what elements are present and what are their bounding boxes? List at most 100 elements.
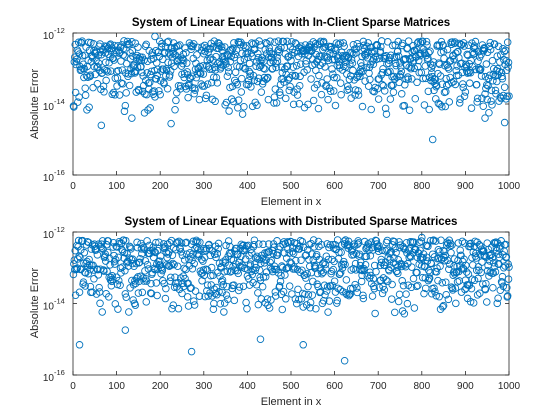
- data-point: [152, 238, 160, 247]
- data-point: [178, 289, 186, 298]
- data-point: [289, 63, 297, 71]
- data-point: [503, 66, 511, 74]
- data-point: [159, 65, 167, 73]
- data-point: [472, 249, 480, 258]
- data-point: [504, 63, 512, 71]
- data-point: [75, 93, 83, 101]
- data-point: [122, 59, 131, 68]
- data-point: [274, 37, 283, 45]
- data-point: [89, 261, 97, 270]
- data-point: [201, 94, 210, 103]
- data-point: [454, 239, 463, 247]
- data-point: [121, 101, 130, 110]
- data-point: [156, 90, 164, 99]
- data-point: [161, 294, 170, 303]
- x-tick-label: 900: [457, 181, 474, 192]
- data-point: [279, 37, 288, 46]
- data-point: [275, 45, 283, 54]
- data-point: [369, 274, 378, 283]
- data-point: [157, 42, 166, 51]
- y-tick-label: 10: [43, 230, 55, 241]
- data-point: [410, 238, 418, 246]
- data-point: [296, 236, 305, 245]
- x-axis-label: Element in x: [261, 196, 322, 208]
- data-point: [214, 239, 223, 248]
- data-point: [315, 71, 323, 80]
- y-tick-exponent: -12: [54, 225, 65, 234]
- data-point: [222, 291, 231, 299]
- y-tick-exponent: -16: [54, 168, 65, 177]
- data-point: [241, 44, 250, 52]
- data-point: [435, 59, 443, 67]
- data-point: [213, 249, 222, 258]
- data-point: [182, 238, 191, 247]
- data-point: [301, 290, 309, 299]
- data-point: [373, 41, 382, 50]
- data-point: [492, 243, 501, 252]
- data-point: [142, 277, 151, 285]
- data-point: [72, 60, 80, 69]
- data-point: [436, 262, 444, 270]
- data-point: [444, 295, 453, 304]
- data-point: [199, 70, 208, 78]
- data-point: [98, 308, 106, 316]
- data-point: [411, 95, 420, 103]
- data-point: [362, 252, 371, 261]
- data-point: [129, 296, 137, 304]
- data-point: [230, 53, 239, 62]
- data-point: [420, 101, 429, 109]
- x-tick-label: 200: [152, 381, 169, 392]
- data-point: [144, 106, 152, 114]
- data-point: [274, 269, 283, 277]
- data-point: [439, 301, 448, 310]
- data-point: [360, 41, 368, 50]
- data-point: [115, 91, 124, 99]
- data-point: [492, 66, 501, 75]
- data-point: [227, 95, 236, 103]
- x-tick-label: 600: [326, 181, 343, 192]
- data-point: [499, 282, 508, 291]
- data-point: [379, 282, 387, 291]
- data-point: [260, 73, 269, 82]
- data-point: [168, 251, 177, 259]
- data-point: [361, 261, 370, 269]
- data-point: [218, 288, 226, 297]
- data-point: [176, 82, 185, 90]
- data-point: [111, 255, 120, 264]
- data-point: [254, 289, 262, 297]
- data-point: [74, 98, 82, 106]
- data-point: [226, 57, 235, 66]
- data-point: [352, 45, 361, 53]
- data-point: [262, 256, 270, 264]
- data-point: [501, 240, 510, 249]
- data-point: [456, 246, 464, 254]
- data-point: [448, 241, 456, 249]
- data-point: [147, 279, 155, 288]
- data-point: [93, 79, 102, 88]
- data-point: [387, 295, 396, 303]
- data-point: [475, 266, 483, 275]
- data-point: [153, 71, 161, 80]
- data-point: [297, 256, 305, 264]
- data-point: [359, 291, 367, 300]
- data-point: [425, 274, 434, 282]
- data-point: [138, 68, 146, 77]
- data-point: [394, 269, 402, 278]
- data-point: [179, 272, 188, 280]
- data-point: [404, 37, 413, 45]
- data-point: [435, 292, 443, 301]
- data-point: [423, 41, 431, 49]
- data-point: [470, 42, 479, 50]
- data-point: [473, 94, 482, 103]
- data-point: [481, 285, 490, 294]
- data-point: [138, 288, 147, 297]
- data-point: [114, 305, 122, 313]
- data-point: [492, 238, 500, 246]
- data-point: [392, 248, 400, 257]
- data-point: [286, 82, 294, 91]
- data-point: [489, 284, 497, 292]
- data-point: [184, 93, 192, 102]
- data-point: [505, 263, 513, 271]
- data-point: [399, 281, 408, 290]
- data-point: [271, 38, 279, 46]
